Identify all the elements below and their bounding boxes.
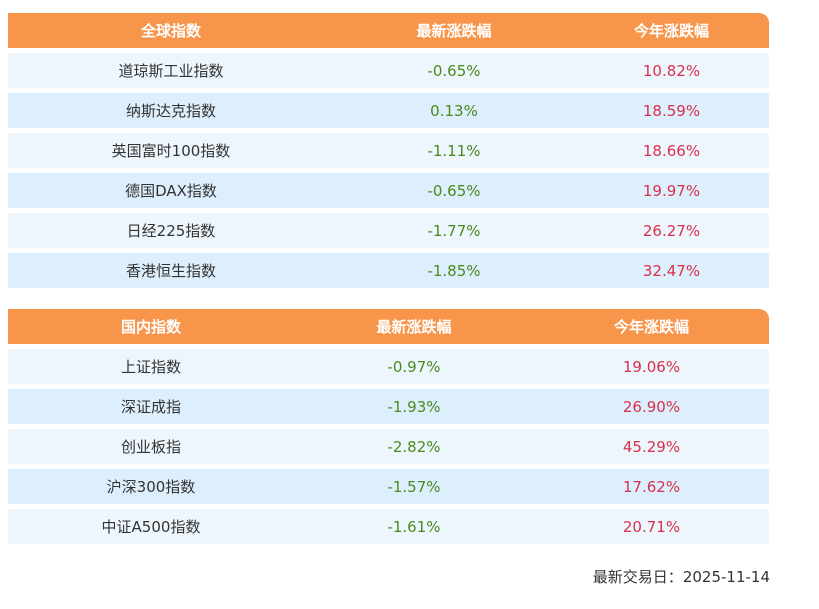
latest-change-value: -0.97% [387,357,441,376]
table-row: 道琼斯工业指数 -0.65% 10.82% [8,53,769,88]
global-index-table: 全球指数 最新涨跌幅 今年涨跌幅 道琼斯工业指数 -0.65% 10.82% 纳… [8,13,769,288]
ytd-change-value: 17.62% [622,477,681,496]
latest-change-value: 0.13% [430,101,478,120]
table-row: 德国DAX指数 -0.65% 19.97% [8,173,769,208]
index-name: 深证成指 [120,398,181,416]
index-name: 创业板指 [120,438,181,456]
header-domestic-index: 国内指数 [120,318,181,336]
domestic-table-header: 国内指数 最新涨跌幅 今年涨跌幅 [8,309,769,344]
ytd-change-value: 26.27% [642,221,701,240]
index-name: 香港恒生指数 [125,262,216,280]
header-latest-change: 最新涨跌幅 [376,318,452,336]
table-row: 纳斯达克指数 0.13% 18.59% [8,93,769,128]
header-ytd-change: 今年涨跌幅 [613,318,689,336]
ytd-change-value: 20.71% [622,517,681,536]
domestic-index-table: 国内指数 最新涨跌幅 今年涨跌幅 上证指数 -0.97% 19.06% 深证成指… [8,309,769,544]
latest-trading-day: 最新交易日：2025-11-14 [593,566,770,587]
latest-trading-day-label: 最新交易日： [592,568,683,586]
header-ytd-change: 今年涨跌幅 [633,22,709,40]
ytd-change-value: 10.82% [642,61,701,80]
ytd-change-value: 19.97% [642,181,701,200]
table-row: 创业板指 -2.82% 45.29% [8,429,769,464]
latest-change-value: -1.93% [387,397,441,416]
table-row: 深证成指 -1.93% 26.90% [8,389,769,424]
latest-change-value: -1.77% [427,221,481,240]
index-name: 中证A500指数 [101,518,201,536]
ytd-change-value: 45.29% [622,437,681,456]
table-row: 香港恒生指数 -1.85% 32.47% [8,253,769,288]
latest-change-value: -0.65% [427,181,481,200]
index-name: 纳斯达克指数 [125,102,216,120]
index-name: 德国DAX指数 [125,182,217,200]
latest-change-value: -1.61% [387,517,441,536]
index-name: 道琼斯工业指数 [118,62,224,80]
table-row: 上证指数 -0.97% 19.06% [8,349,769,384]
global-table-header: 全球指数 最新涨跌幅 今年涨跌幅 [8,13,769,48]
header-global-index: 全球指数 [140,22,201,40]
table-row: 沪深300指数 -1.57% 17.62% [8,469,769,504]
latest-change-value: -1.11% [427,141,481,160]
ytd-change-value: 26.90% [622,397,681,416]
header-latest-change: 最新涨跌幅 [416,22,492,40]
ytd-change-value: 19.06% [622,357,681,376]
latest-change-value: -1.57% [387,477,441,496]
table-row: 日经225指数 -1.77% 26.27% [8,213,769,248]
index-name: 沪深300指数 [106,478,196,496]
ytd-change-value: 18.59% [642,101,701,120]
latest-change-value: -0.65% [427,61,481,80]
table-row: 中证A500指数 -1.61% 20.71% [8,509,769,544]
index-name: 上证指数 [120,358,181,376]
index-name: 英国富时100指数 [111,142,231,160]
ytd-change-value: 18.66% [642,141,701,160]
latest-trading-day-date: 2025-11-14 [682,568,770,586]
index-name: 日经225指数 [126,222,216,240]
latest-change-value: -1.85% [427,261,481,280]
ytd-change-value: 32.47% [642,261,701,280]
latest-change-value: -2.82% [387,437,441,456]
table-row: 英国富时100指数 -1.11% 18.66% [8,133,769,168]
